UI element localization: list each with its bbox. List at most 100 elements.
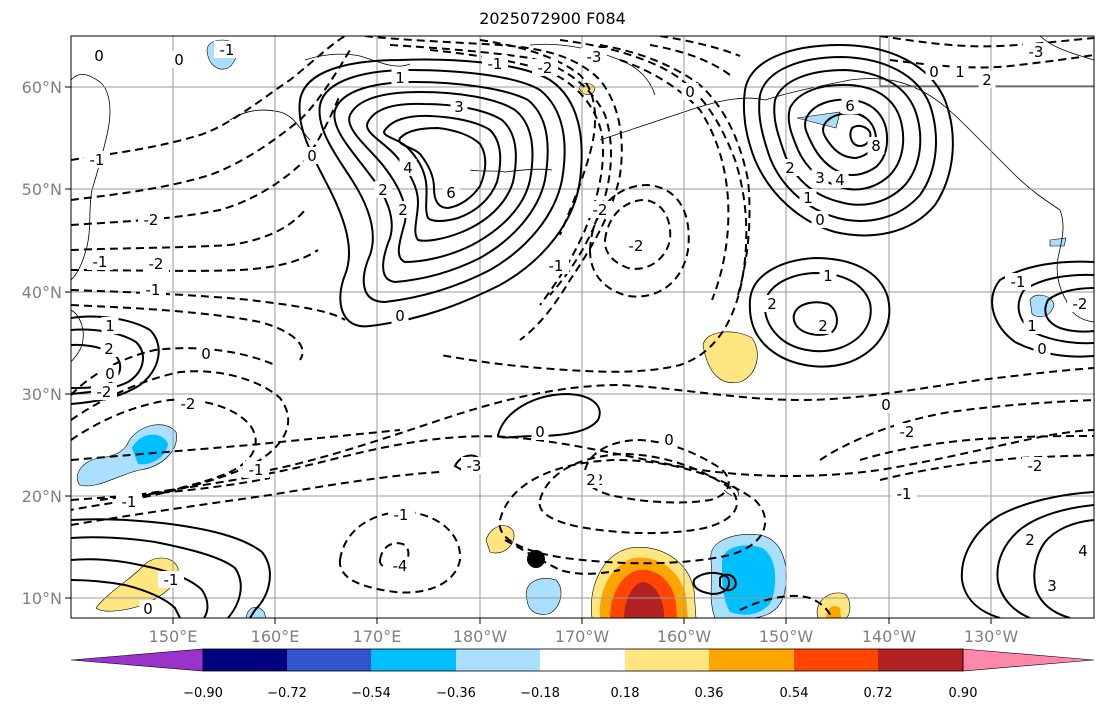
colorbar-tick-label: 0.72 bbox=[864, 686, 893, 701]
contour-label-background bbox=[1033, 340, 1051, 357]
contour-label: -1 bbox=[93, 253, 108, 271]
colorbar: −0.90 −0.72 −0.54 −0.36 −0.18 0.18 0.36 … bbox=[70, 648, 1095, 701]
colorbar-outline bbox=[202, 648, 964, 672]
contour-label: -1 bbox=[164, 571, 179, 589]
contour-label-background bbox=[374, 181, 392, 198]
contour-label-background bbox=[197, 345, 215, 362]
negative-anomaly-patch-deep bbox=[722, 545, 776, 615]
contour-label-background bbox=[303, 147, 321, 164]
contour-label-background bbox=[91, 383, 117, 400]
positive-anomaly-patch bbox=[485, 525, 515, 554]
contour-label: -3 bbox=[587, 48, 602, 66]
axis-ticks bbox=[65, 86, 992, 624]
contour-label: 4 bbox=[403, 159, 413, 177]
contour-label: 1 bbox=[803, 189, 813, 207]
contour-label: 6 bbox=[446, 184, 456, 202]
colorbar-segment bbox=[371, 649, 456, 671]
contour-label-background bbox=[978, 71, 996, 88]
contour-label-background bbox=[391, 307, 409, 324]
contour-label: 0 bbox=[94, 47, 104, 65]
contour-label: 0 bbox=[307, 147, 317, 165]
contour-label-background bbox=[482, 55, 508, 72]
contour-label-background bbox=[1005, 273, 1031, 290]
contour-label-background bbox=[1067, 295, 1093, 312]
colorbar-tick-label: −0.72 bbox=[267, 686, 307, 701]
negative-anomaly-patch bbox=[1049, 237, 1067, 247]
contour-label-background bbox=[1074, 542, 1092, 559]
contour-label-background bbox=[87, 253, 113, 270]
lon-label: 180°W bbox=[453, 627, 508, 646]
contour-label: 2 bbox=[586, 471, 596, 489]
contour-label-background bbox=[811, 169, 829, 186]
contour-label-background bbox=[394, 201, 412, 218]
contour-label: -3 bbox=[1029, 43, 1044, 61]
negative-anomaly-patch bbox=[525, 578, 562, 615]
lon-label: 170°E bbox=[353, 627, 402, 646]
contour-label-background bbox=[388, 506, 414, 523]
contour-label: -1 bbox=[549, 257, 564, 275]
positive-anomaly-patch bbox=[702, 331, 758, 384]
contour-label-background bbox=[399, 159, 417, 176]
contour-label-background bbox=[101, 365, 119, 382]
contour-label: 0 bbox=[929, 63, 939, 81]
contour-label: 2 bbox=[767, 295, 777, 313]
colorbar-tick-label: −0.54 bbox=[351, 686, 391, 701]
contour-label: -2 bbox=[181, 395, 196, 413]
contour-label-background bbox=[831, 171, 849, 188]
contour-label: -1 bbox=[90, 151, 105, 169]
contour-label-background bbox=[170, 51, 188, 68]
contour-label: 2 bbox=[982, 71, 992, 89]
contour-label-background bbox=[387, 557, 413, 574]
contour-label-background bbox=[450, 98, 468, 115]
contour-label: -2 bbox=[1028, 457, 1043, 475]
dashed-contours bbox=[71, 36, 1094, 618]
contour-label: 0 bbox=[815, 211, 825, 229]
contour-label: -1 bbox=[897, 485, 912, 503]
contour-label: -3 bbox=[467, 457, 482, 475]
contour-label: 8 bbox=[871, 137, 881, 155]
colorbar-tick-label: 0.90 bbox=[949, 686, 978, 701]
contour-label-background bbox=[581, 48, 607, 65]
contour-label: -2 bbox=[144, 211, 159, 229]
colorbar-segment bbox=[540, 649, 625, 671]
contour-label: -4 bbox=[393, 557, 408, 575]
contour-label-background bbox=[1021, 531, 1039, 548]
contour-label-background bbox=[623, 237, 649, 254]
contour-label-background bbox=[763, 295, 781, 312]
contour-label: 0 bbox=[395, 307, 405, 325]
contour-label-background bbox=[101, 317, 119, 334]
colorbar-tick-label: −0.36 bbox=[436, 686, 476, 701]
lon-label: 150°E bbox=[149, 627, 198, 646]
colorbar-segment bbox=[794, 649, 878, 671]
contour-label-background bbox=[891, 485, 917, 502]
contour-label-background bbox=[867, 137, 885, 154]
lon-label: 140°W bbox=[862, 627, 917, 646]
positive-anomaly-patch-darkred bbox=[624, 582, 664, 618]
contour-label: 2 bbox=[1025, 531, 1035, 549]
contour-label: 0 bbox=[174, 51, 184, 69]
marker-dot bbox=[527, 550, 545, 568]
contour-label-background bbox=[951, 63, 969, 80]
contour-label: -1 bbox=[1011, 273, 1026, 291]
contour-label-background bbox=[442, 184, 460, 201]
colorbar-extend-low bbox=[70, 648, 204, 672]
contour-label-background bbox=[841, 97, 859, 114]
lon-label: 130°W bbox=[964, 627, 1019, 646]
contour-label-background bbox=[100, 340, 118, 357]
contour-label-background bbox=[894, 423, 920, 440]
contour-label: 1 bbox=[1027, 317, 1037, 335]
contour-label: -1 bbox=[488, 55, 503, 73]
contour-label: 1 bbox=[823, 267, 833, 285]
longitude-labels: 150°E 160°E 170°E 180°W 170°W 160°W 150°… bbox=[149, 627, 1019, 646]
contour-label-background bbox=[1043, 577, 1061, 594]
colorbar-segment bbox=[203, 649, 287, 671]
contour-label-background bbox=[681, 83, 699, 100]
colorbar-segment bbox=[287, 649, 371, 671]
contour-label: -2 bbox=[538, 59, 553, 77]
negative-anomaly-patch bbox=[796, 111, 841, 129]
lat-label: 20°N bbox=[22, 487, 62, 506]
contour-label-background bbox=[391, 69, 409, 86]
colorbar-extend-high bbox=[962, 648, 1095, 672]
contour-label: 3 bbox=[454, 98, 464, 116]
